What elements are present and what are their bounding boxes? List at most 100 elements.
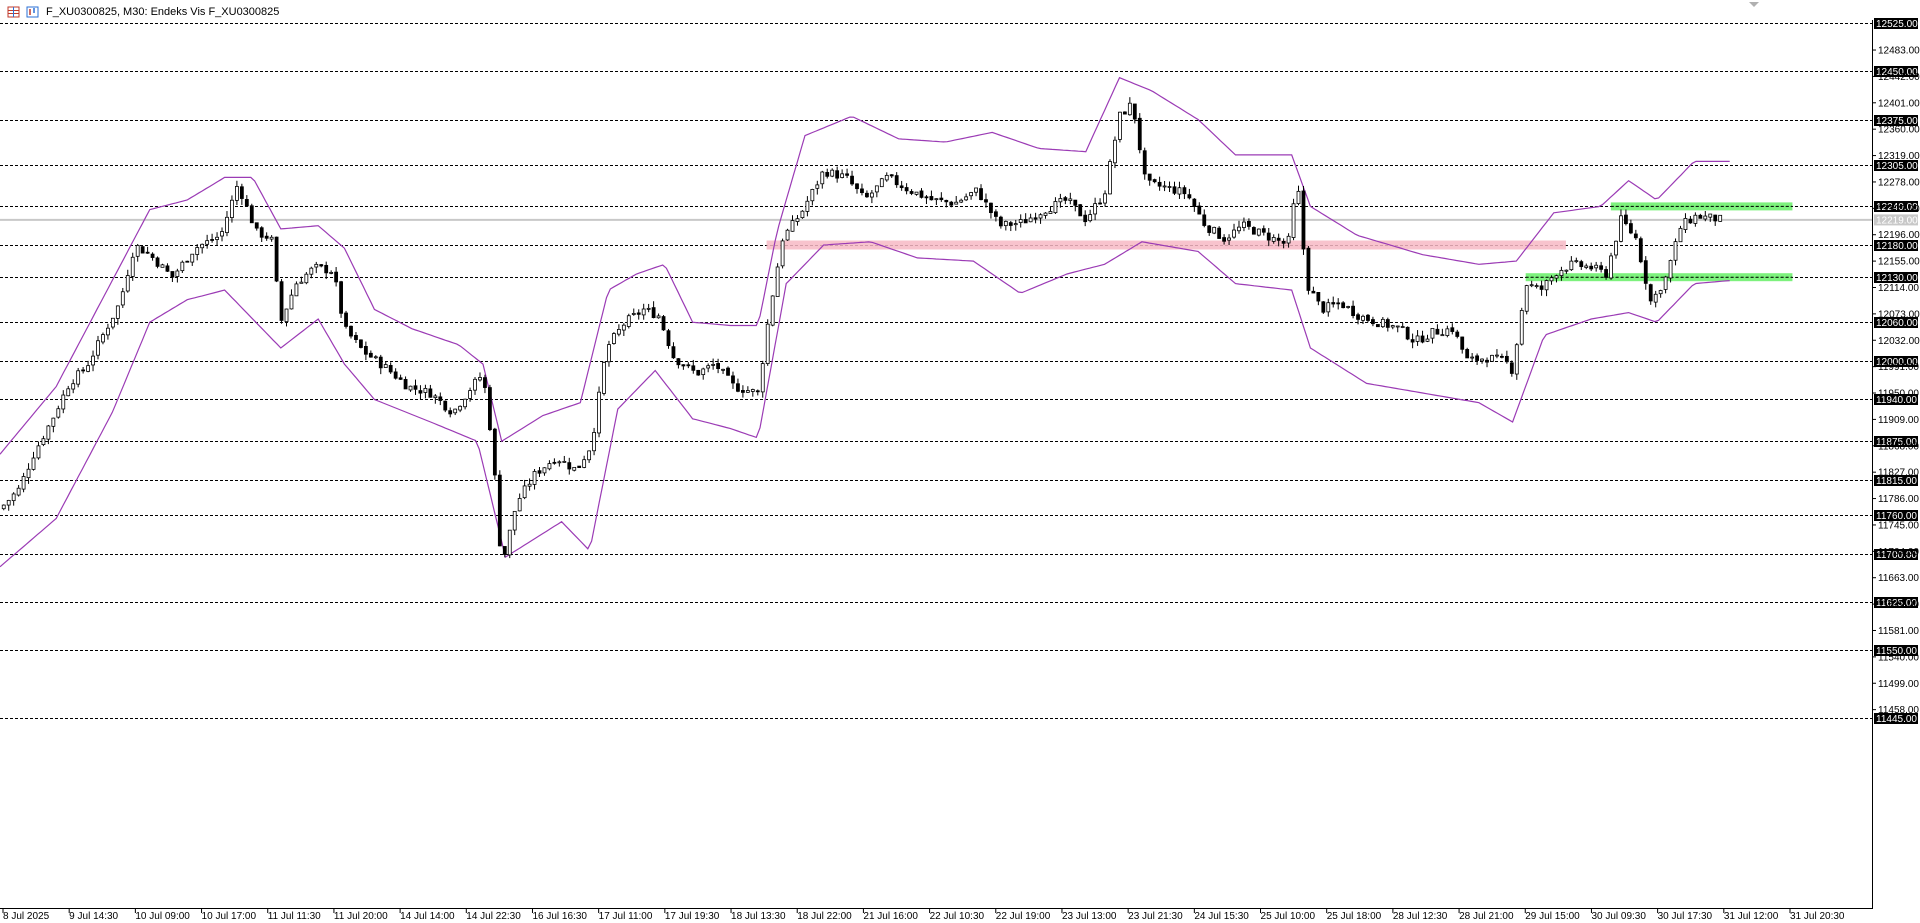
level-label: 11550.00 — [1876, 646, 1917, 657]
candle-bull — [1609, 255, 1613, 279]
candle-bull — [1564, 269, 1569, 272]
candle-bull — [458, 405, 463, 411]
x-tick-label: 18 Jul 22:00 — [797, 911, 852, 922]
y-tick-label: 11540.00 — [1878, 652, 1919, 663]
candle-bull — [1118, 111, 1122, 140]
x-tick-label: 16 Jul 16:30 — [532, 911, 587, 922]
level-label-bg — [1874, 160, 1918, 171]
candle-bull — [1256, 228, 1261, 236]
candle-bull — [51, 417, 56, 427]
candle-bull — [1043, 212, 1048, 216]
candle-bull — [1, 504, 6, 510]
candle-bear — [1197, 205, 1202, 215]
candle-bull — [1237, 226, 1241, 232]
candle-bull — [110, 317, 115, 328]
y-tick-label: 11499.00 — [1878, 679, 1919, 690]
candle-bull — [830, 169, 835, 177]
candle-bull — [840, 173, 845, 178]
candle-bear — [418, 390, 423, 394]
candle-bull — [1653, 293, 1658, 303]
candle-bull — [1242, 221, 1246, 228]
candle-bear — [1098, 202, 1102, 205]
candle-bull — [463, 398, 467, 408]
candle-bull — [309, 267, 314, 275]
candle-bull — [874, 185, 879, 193]
candle-bear — [1137, 117, 1142, 151]
candle-bull — [66, 388, 71, 397]
envelope-bands — [0, 76, 1730, 568]
current-price-label: 12219.00 — [1876, 215, 1918, 226]
candle-bull — [1291, 203, 1296, 238]
candle-bull — [1038, 214, 1043, 219]
candle-bear — [939, 197, 944, 201]
candle-bear — [388, 365, 393, 373]
level-label-bg — [1874, 475, 1918, 486]
candle-bear — [741, 390, 745, 393]
candle-bull — [1227, 237, 1231, 241]
y-tick-label: 11745.00 — [1878, 520, 1919, 531]
candle-bear — [1222, 237, 1227, 242]
y-tick-label: 12114.00 — [1878, 283, 1919, 294]
x-tick-label: 11 Jul 11:30 — [268, 911, 321, 922]
candle-bear — [1217, 227, 1222, 239]
x-tick-label: 10 Jul 17:00 — [202, 911, 257, 922]
candle-bear — [1385, 319, 1390, 328]
candle-bull — [1003, 220, 1008, 227]
candle-bull — [810, 189, 815, 202]
candle-bull — [289, 294, 294, 310]
candle-bear — [1341, 302, 1346, 309]
candle-bear — [483, 377, 487, 388]
y-tick-label: 11950.00 — [1878, 389, 1919, 400]
candle-bear — [210, 239, 214, 241]
candle-bear — [1698, 214, 1703, 219]
candle-bear — [676, 358, 681, 366]
candle-bull — [1658, 290, 1663, 295]
scroll-indicator-icon[interactable] — [1749, 2, 1759, 7]
candle-bull — [478, 377, 482, 381]
candle-bull — [1326, 302, 1331, 313]
window-grid-icon[interactable] — [7, 6, 20, 18]
x-tick-label: 28 Jul 21:00 — [1459, 911, 1514, 922]
candle-bull — [711, 363, 716, 366]
candle-bull — [1053, 201, 1058, 214]
candle-bear — [1460, 336, 1465, 350]
candle-bull — [964, 196, 969, 201]
y-tick-label: 11991.00 — [1878, 362, 1919, 373]
candle-bear — [1142, 150, 1147, 175]
candle-bear — [636, 312, 641, 315]
candle-bull — [587, 450, 592, 461]
x-tick-label: 14 Jul 22:30 — [466, 911, 521, 922]
candle-bull — [1093, 203, 1098, 215]
y-tick-label: 11786.00 — [1878, 494, 1919, 505]
candle-bear — [1624, 214, 1628, 225]
candle-bull — [1013, 223, 1018, 226]
candle-bull — [1549, 277, 1554, 282]
x-tick-label: 23 Jul 21:30 — [1128, 911, 1183, 922]
x-tick-label: 18 Jul 13:30 — [731, 911, 786, 922]
x-tick-label: 17 Jul 11:00 — [599, 911, 653, 922]
candle-bull — [815, 184, 820, 189]
candle-bear — [1182, 187, 1187, 195]
candle-bear — [239, 186, 244, 199]
candle-bull — [408, 385, 413, 391]
candle-bull — [820, 171, 825, 185]
candle-bull — [31, 457, 36, 470]
y-tick-label: 11704.00 — [1878, 547, 1919, 558]
candle-bull — [11, 493, 16, 502]
candle-bull — [329, 272, 334, 274]
candle-bear — [1688, 218, 1693, 224]
candle-bull — [135, 245, 140, 257]
candle-bull — [621, 324, 626, 331]
candle-bull — [602, 362, 606, 394]
candle-bear — [929, 196, 934, 201]
candle-bull — [1693, 214, 1698, 224]
y-tick-label: 12483.00 — [1878, 46, 1920, 57]
y-tick-label: 12196.00 — [1878, 230, 1920, 241]
level-label: 11815.00 — [1876, 476, 1917, 487]
chart-candles-icon[interactable] — [26, 6, 39, 18]
level-label-bg — [1874, 597, 1918, 608]
candle-bull — [115, 305, 120, 319]
candle-bull — [785, 229, 790, 241]
